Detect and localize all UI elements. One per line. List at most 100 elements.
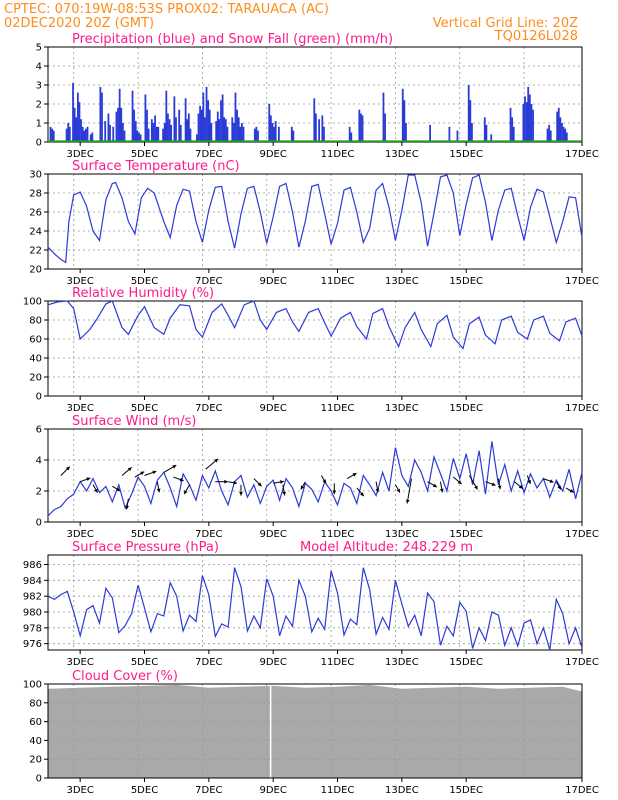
wind-arrow-head	[360, 492, 364, 497]
precip-bar	[218, 119, 221, 142]
wind-line	[47, 441, 583, 517]
precip-bar	[318, 119, 321, 142]
precip-bar	[564, 128, 567, 142]
precip-bar	[121, 123, 124, 142]
precip-bar	[315, 113, 317, 142]
precip-bar	[221, 94, 224, 142]
x-tick-label: 5DEC	[131, 276, 158, 287]
precip-bar	[67, 123, 70, 142]
y-tick-label: 28	[29, 189, 42, 200]
precip-bar	[524, 96, 526, 142]
y-tick-label: 30	[29, 170, 42, 181]
precip-bar	[509, 107, 512, 142]
wind-arrow	[273, 480, 284, 484]
wind-arrow	[439, 481, 444, 493]
wind-arrow-head	[474, 485, 478, 490]
y-tick-label: 986	[23, 560, 42, 571]
x-tick-label: 9DEC	[259, 403, 286, 414]
precip-bar	[546, 128, 549, 142]
wind-arrow	[375, 481, 380, 493]
y-tick-label: 0	[36, 138, 42, 149]
wind-arrow	[332, 483, 337, 495]
x-tick-label: 7DEC	[195, 529, 222, 540]
wind-arrow	[468, 475, 478, 490]
x-tick-label: 3DEC	[66, 529, 93, 540]
precip-bar	[146, 109, 148, 142]
wind-arrow-head	[224, 479, 228, 484]
wind-arrow-head	[375, 488, 380, 493]
x-tick-label: 9DEC	[259, 276, 286, 287]
x-tick-label: 17DEC	[565, 403, 599, 414]
precip-bar	[89, 134, 92, 142]
panel-temp: Surface Temperature (nC) 20 22 24 26 28 30 3DEC…	[29, 159, 599, 287]
wind-arrow	[346, 472, 357, 480]
precip-bar	[152, 123, 155, 142]
wind-arrow-head	[557, 485, 561, 490]
wind-arrow	[356, 487, 365, 497]
x-tick-label: 13DEC	[385, 403, 419, 414]
panel-wind: Surface Wind (m/s) 0 2 4 6 3DEC 5DEC 7DEC 9DEC 11…	[36, 414, 599, 540]
x-tick-label: 9DEC	[259, 657, 286, 668]
precip-bar	[52, 130, 55, 142]
y-tick-label: 80	[29, 316, 42, 327]
precip-bar	[467, 85, 470, 142]
wind-arrow-head	[140, 471, 145, 476]
wind-arrow-head	[116, 487, 121, 491]
x-tick-label: 15DEC	[449, 403, 483, 414]
precip-bar	[231, 117, 234, 142]
x-tick-label: 13DEC	[385, 529, 419, 540]
precip-bar	[483, 117, 486, 142]
x-tick-label: 17DEC	[565, 149, 599, 160]
precip-bar	[236, 109, 238, 142]
panel-precip: Precipitation (blue) and Snow Fall (gree…	[36, 32, 599, 160]
precip-bar	[186, 119, 189, 142]
wind-arrow-head	[214, 458, 219, 463]
precip-bar	[549, 130, 552, 142]
y-tick-label: 20	[29, 265, 42, 276]
precip-bar	[469, 100, 472, 142]
wind-arrow	[253, 478, 262, 487]
wind-arrow-head	[127, 467, 132, 472]
x-tick-label: 7DEC	[195, 657, 222, 668]
precip-bar	[556, 111, 559, 142]
precip-bar	[313, 98, 316, 142]
wind-arrow	[526, 475, 531, 485]
precip-bar	[557, 107, 560, 142]
wind-arrow-head	[172, 465, 177, 469]
precip-bar	[215, 121, 218, 142]
precip-bar	[173, 96, 176, 142]
y-tick-label: 2	[36, 487, 42, 498]
precip-bar	[49, 126, 52, 142]
precip-bar	[323, 126, 325, 142]
wind-arrow-head	[322, 479, 326, 484]
wind-arrow-head	[233, 480, 238, 485]
precip-bar	[527, 86, 530, 142]
wind-arrow	[497, 478, 502, 490]
precip-bar	[204, 117, 206, 142]
panel-frame	[47, 554, 583, 651]
precip-bar	[456, 130, 459, 142]
header-location: CPTEC: 070:19W-08:53S PROX02: TARAUACA (…	[4, 2, 329, 17]
precip-bar	[83, 130, 86, 142]
precip-bar	[51, 128, 54, 142]
precip-bar	[237, 117, 240, 142]
precip-bar	[157, 126, 160, 142]
precip-bar	[123, 130, 126, 142]
precip-bar	[511, 117, 514, 142]
wind-arrow-head	[332, 490, 337, 495]
x-tick-label: 7DEC	[195, 276, 222, 287]
temp-line	[47, 174, 583, 264]
wind-arrow	[173, 476, 184, 482]
wind-arrow-head	[352, 473, 357, 477]
wind-arrow	[427, 481, 438, 488]
x-tick-label: 17DEC	[565, 657, 599, 668]
precip-bar	[189, 128, 192, 142]
y-tick-label: 20	[29, 755, 42, 766]
precip-bar	[200, 109, 203, 142]
wind-arrow	[79, 477, 91, 483]
x-tick-label: 7DEC	[195, 149, 222, 160]
x-tick-label: 13DEC	[385, 276, 419, 287]
wind-arrow	[394, 484, 401, 493]
panel-title: Cloud Cover (%)	[72, 669, 178, 684]
